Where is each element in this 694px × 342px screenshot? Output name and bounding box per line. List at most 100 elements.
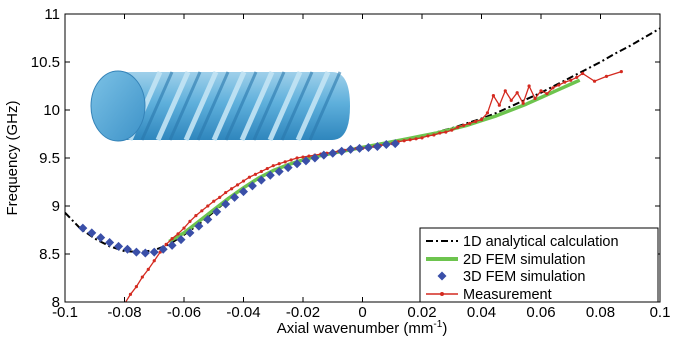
data-point-3d-fem-simulation [239,187,248,197]
data-point-measurement [414,137,418,141]
y-axis-title: Frequency (GHz) [4,100,21,215]
data-point-3d-fem-simulation [122,244,132,254]
data-point-measurement [164,242,168,246]
data-point-3d-fem-simulation [390,139,400,149]
data-point-3d-fem-simulation [167,240,177,250]
data-point-measurement [521,101,525,105]
y-tick-label: 10.5 [31,54,60,71]
data-point-measurement [592,79,597,83]
data-point-measurement [230,187,234,191]
data-point-measurement [307,154,311,158]
data-point-measurement [527,84,531,88]
data-point-measurement [182,226,186,230]
data-point-3d-fem-simulation [292,159,302,169]
legend-label-2d: 2D FEM simulation [463,252,585,268]
data-point-measurement [563,80,567,84]
data-point-3d-fem-simulation [114,241,124,251]
legend-box [419,227,659,303]
data-point-measurement [468,121,472,126]
x-tick-label: 0.06 [526,304,555,321]
y-tick-label: 9 [52,198,60,215]
data-point-3d-fem-simulation [230,192,240,202]
data-point-3d-fem-simulation [301,156,311,166]
x-tick-label: -0.08 [107,304,141,321]
data-point-measurement [503,89,507,93]
data-point-measurement [473,119,478,124]
data-point-measurement [497,103,501,107]
data-point-measurement [200,209,204,213]
legend-swatch-3d [437,271,447,281]
y-axis-ticks: 8 8.5 9 9.5 10 10.5 11 [31,6,660,311]
data-point-3d-fem-simulation [265,170,275,180]
data-point-3d-fem-simulation [185,228,195,238]
data-point-3d-fem-simulation [140,248,150,258]
data-point-3d-fem-simulation [131,247,141,257]
y-tick-label: 8.5 [39,246,60,263]
x-tick-label: 0.02 [407,304,436,321]
data-point-measurement [515,91,519,95]
data-point-measurement [420,136,424,140]
data-point-measurement [402,139,406,143]
y-tick-label: 10 [43,102,60,119]
data-point-measurement [456,125,460,129]
data-point-measurement [247,175,252,179]
data-point-measurement [619,70,623,74]
data-point-measurement [491,94,495,98]
data-point-measurement [450,128,454,132]
data-point-3d-fem-simulation [194,221,204,231]
data-point-3d-fem-simulation [87,228,97,238]
data-point-measurement [479,118,484,122]
data-point-measurement [432,133,436,137]
data-point-measurement [188,219,192,223]
data-point-measurement [551,86,555,90]
data-point-measurement [218,195,222,199]
data-point-measurement [224,190,228,195]
data-point-measurement [170,237,174,241]
data-point-3d-fem-simulation [310,153,320,163]
legend-label-measurement: Measurement [463,287,552,303]
data-point-3d-fem-simulation [372,141,382,151]
data-point-3d-fem-simulation [337,146,347,156]
data-point-3d-fem-simulation [149,247,159,257]
data-point-3d-fem-simulation [247,181,257,191]
data-point-measurement [533,96,537,101]
data-point-3d-fem-simulation [319,150,329,160]
legend-swatch-measurement-dot [440,292,444,296]
data-point-measurement [176,232,180,236]
data-point-measurement [462,123,466,127]
x-tick-label: 0 [358,304,366,321]
x-tick-label: 0.08 [586,304,615,321]
data-point-3d-fem-simulation [283,163,293,173]
data-point-3d-fem-simulation [78,223,88,233]
x-tick-label: -0.1 [52,304,78,321]
data-point-measurement [557,83,561,87]
data-point-3d-fem-simulation [221,199,231,209]
x-tick-label: -0.02 [286,304,320,321]
data-point-measurement [152,259,156,263]
data-point-3d-fem-simulation [203,214,213,224]
data-point-measurement [253,172,257,176]
data-point-measurement [301,155,305,159]
data-point-measurement [545,92,549,96]
x-tick-label: -0.06 [167,304,201,321]
data-point-measurement [408,138,412,142]
waveguide-inset-image [84,60,362,152]
data-point-measurement [134,285,138,289]
data-point-measurement [581,71,585,76]
data-point-measurement [438,131,442,135]
data-point-3d-fem-simulation [212,207,222,217]
data-point-measurement [271,164,275,168]
y-tick-label: 8 [52,294,60,311]
data-point-3d-fem-simulation [355,143,365,153]
x-tick-label: -0.04 [226,304,260,321]
y-tick-label: 11 [44,6,60,23]
data-point-measurement [509,98,513,102]
data-point-measurement [569,78,573,82]
series-layer [65,27,660,302]
data-point-3d-fem-simulation [274,166,284,176]
data-point-3d-fem-simulation [96,233,106,243]
data-point-3d-fem-simulation [328,148,338,158]
data-point-measurement [575,75,579,79]
data-point-measurement [265,166,269,171]
